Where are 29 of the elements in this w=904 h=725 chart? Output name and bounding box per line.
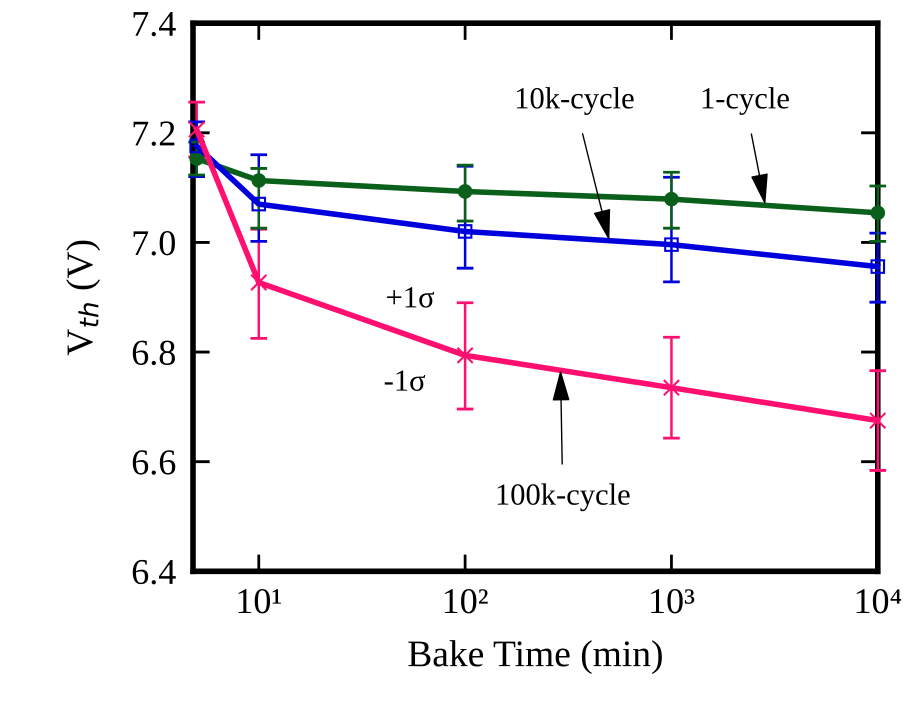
point	[662, 379, 680, 396]
annotation: -1σ	[384, 370, 426, 391]
x-tick-label: 10²	[444, 589, 488, 614]
y-tick-label: 6.6	[132, 450, 176, 475]
point	[458, 224, 472, 239]
y-tick-label: 6.8	[132, 340, 175, 366]
point	[251, 196, 266, 212]
point	[458, 184, 472, 199]
annotation: 10k-cycle	[516, 87, 634, 115]
y-tick-label: 6.4	[132, 560, 176, 584]
point	[869, 412, 886, 430]
annotation: 1-cycle	[702, 87, 789, 115]
x-axis-title: Bake Time (min)	[408, 640, 662, 674]
y-tick-label: 7.2	[134, 121, 174, 146]
y-axis-title: V$_{th}$ (V)	[66, 240, 100, 356]
point	[456, 346, 474, 364]
point	[870, 206, 886, 220]
annotation: +1σ	[387, 287, 434, 308]
x-tick-label: 10⁴	[856, 589, 902, 614]
point	[664, 192, 679, 206]
point	[251, 173, 266, 188]
x-tick-label: 10¹	[238, 589, 281, 614]
point	[870, 259, 886, 274]
point	[664, 237, 679, 252]
annotation: 100k-cycle	[498, 483, 630, 512]
x-tick-label: 10³	[651, 589, 694, 614]
point	[250, 274, 268, 292]
y-tick-label: 7.4	[134, 12, 176, 36]
y-tick-label: 7.0	[134, 230, 175, 256]
